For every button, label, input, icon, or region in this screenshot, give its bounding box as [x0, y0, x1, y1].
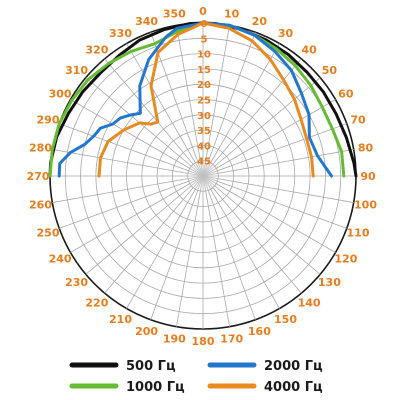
grid-spoke	[104, 175, 204, 294]
center-glow	[187, 160, 219, 192]
angle-tick-label: 310	[65, 64, 88, 77]
radial-tick-label: 0	[201, 19, 208, 30]
grid-spoke	[202, 175, 256, 320]
angle-tick-label: 260	[29, 199, 52, 212]
grid-spoke	[202, 175, 347, 229]
angle-tick-label: 60	[338, 88, 354, 101]
grid-spoke	[104, 58, 204, 177]
radial-tick-label: 35	[197, 126, 211, 137]
angle-tick-label: 340	[135, 15, 158, 28]
grid-spoke	[202, 43, 280, 177]
angle-tick-label: 140	[298, 296, 321, 309]
radial-tick-label: 25	[197, 96, 211, 107]
angle-tick-label: 250	[37, 226, 60, 239]
angle-tick-label: 0	[199, 5, 207, 18]
angle-tick-label: 280	[29, 141, 52, 154]
angle-tick-label: 200	[135, 325, 158, 338]
grid-spoke	[150, 32, 204, 177]
angle-tick-label: 30	[278, 27, 294, 40]
angle-tick-label: 320	[85, 44, 108, 57]
legend: 500 Гц 2000 Гц 1000 Гц 4000 Гц	[69, 359, 323, 395]
legend-label: 2000 Гц	[264, 359, 323, 374]
grid-spoke	[202, 175, 321, 275]
grid-spoke	[202, 175, 354, 203]
grid-spoke	[70, 175, 204, 253]
grid-spoke	[126, 43, 204, 177]
angle-tick-label: 110	[347, 226, 370, 239]
angle-tick-label: 150	[274, 313, 297, 326]
angle-tick-label: 220	[85, 296, 108, 309]
angle-tick-label: 80	[358, 141, 374, 154]
radial-tick-label: 5	[201, 34, 208, 45]
grid-spoke	[202, 175, 230, 327]
series-line-4000-Гц	[97, 21, 315, 178]
radial-tick-label: 15	[197, 65, 211, 76]
angle-tick-label: 300	[49, 88, 72, 101]
grid-spoke	[59, 123, 204, 177]
legend-label: 4000 Гц	[264, 380, 323, 395]
grid-spoke	[202, 58, 302, 177]
angle-tick-label: 70	[350, 114, 366, 127]
angle-tick-label: 130	[318, 276, 341, 289]
angle-tick-label: 120	[334, 253, 357, 266]
grid-spoke	[202, 25, 230, 177]
grid-spoke	[176, 175, 204, 327]
angle-tick-label: 270	[27, 170, 50, 183]
radial-tick-label: 20	[197, 80, 211, 91]
angle-tick-label: 20	[252, 15, 268, 28]
grid-spoke	[202, 32, 256, 177]
grid-spoke	[85, 175, 204, 275]
grid-spoke	[70, 99, 204, 177]
angle-tick-label: 190	[163, 333, 186, 346]
legend-label: 500 Гц	[126, 359, 176, 374]
angle-tick-label: 240	[49, 253, 72, 266]
angle-tick-label: 90	[360, 170, 376, 183]
series-line-2000-Гц	[57, 21, 333, 178]
grid-spoke	[202, 149, 354, 177]
grid-spoke	[202, 123, 347, 177]
angle-tick-label: 160	[248, 325, 271, 338]
angle-tick-label: 330	[109, 27, 132, 40]
grid-spoke	[202, 99, 336, 177]
angle-tick-label: 50	[322, 64, 338, 77]
angle-tick-label: 230	[65, 276, 88, 289]
radial-tick-label: 45	[197, 157, 211, 168]
angle-tick-label: 290	[37, 114, 60, 127]
grid-spoke	[202, 175, 336, 253]
grid-spoke	[126, 175, 204, 309]
axis-labels: 0 102030405060708090100110120130140150160…	[27, 5, 378, 348]
angle-tick-label: 40	[301, 44, 317, 57]
grid-spoke	[59, 175, 204, 229]
grid-spoke	[52, 149, 204, 177]
legend-label: 1000 Гц	[126, 380, 185, 395]
grid-spoke	[150, 175, 204, 320]
angle-tick-label: 10	[224, 8, 240, 21]
radial-tick-label: 10	[197, 50, 211, 61]
grid-spoke	[202, 175, 280, 309]
series-layer	[48, 21, 358, 178]
angle-tick-label: 180	[192, 335, 215, 348]
radial-tick-label: 40	[197, 141, 211, 152]
grid-spoke	[52, 175, 204, 203]
grid-spoke	[176, 25, 204, 177]
polar-grid	[49, 22, 357, 330]
radial-tick-label: 30	[197, 111, 211, 122]
grid-spoke	[202, 175, 302, 294]
angle-tick-label: 210	[109, 313, 132, 326]
grid-spoke	[85, 77, 204, 177]
angle-tick-label: 170	[220, 333, 243, 346]
angle-tick-label: 350	[163, 8, 186, 21]
angle-tick-label: 100	[354, 199, 377, 212]
